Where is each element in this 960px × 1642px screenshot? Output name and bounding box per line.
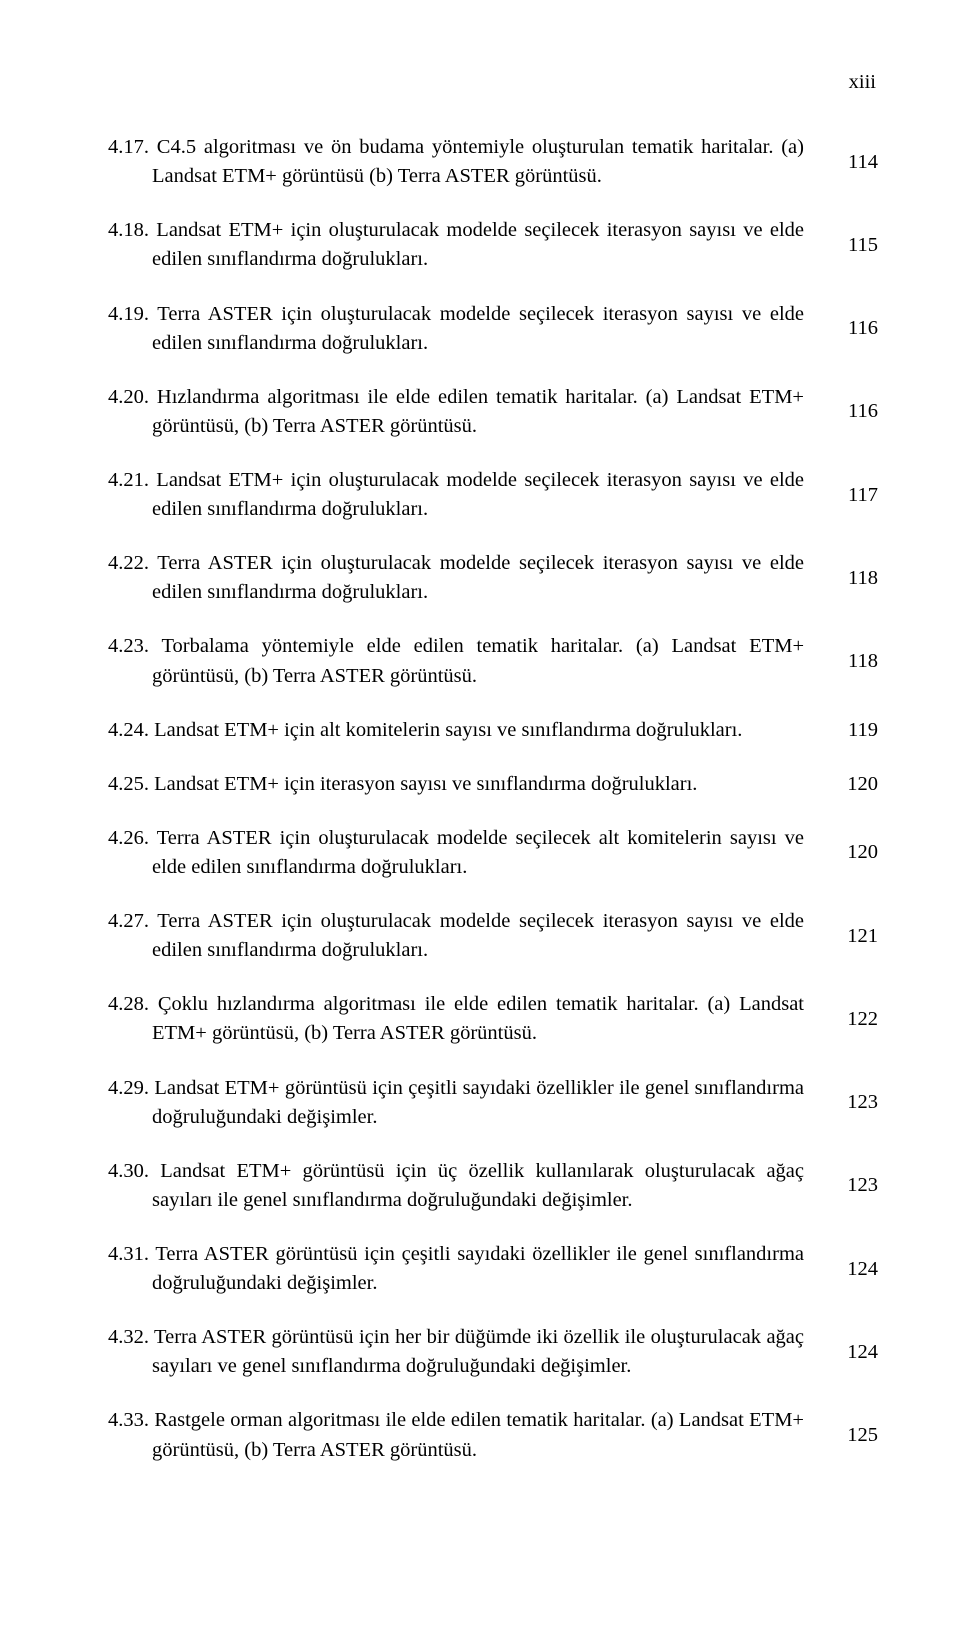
- toc-entry-page: 122: [830, 1005, 878, 1034]
- toc-entry-label: 4.19. Terra ASTER için oluşturulacak mod…: [108, 300, 804, 358]
- toc-entry-text: 4.19. Terra ASTER için oluşturulacak mod…: [108, 300, 830, 358]
- toc-entry: 4.26. Terra ASTER için oluşturulacak mod…: [108, 824, 878, 882]
- toc-entry-label: 4.27. Terra ASTER için oluşturulacak mod…: [108, 907, 804, 965]
- toc-entry: 4.19. Terra ASTER için oluşturulacak mod…: [108, 300, 878, 358]
- toc-entry-page: 120: [830, 770, 878, 799]
- toc-entry-label: 4.30. Landsat ETM+ görüntüsü için üç öze…: [108, 1157, 804, 1215]
- toc-entry: 4.31. Terra ASTER görüntüsü için çeşitli…: [108, 1240, 878, 1298]
- toc-entry: 4.17. C4.5 algoritması ve ön budama yönt…: [108, 133, 878, 191]
- toc-entry-text: 4.28. Çoklu hızlandırma algoritması ile …: [108, 990, 830, 1048]
- toc-entry-label: 4.25. Landsat ETM+ için iterasyon sayısı…: [108, 770, 804, 799]
- toc-entry: 4.28. Çoklu hızlandırma algoritması ile …: [108, 990, 878, 1048]
- toc-entry: 4.22. Terra ASTER için oluşturulacak mod…: [108, 549, 878, 607]
- toc-entry-text: 4.31. Terra ASTER görüntüsü için çeşitli…: [108, 1240, 830, 1298]
- toc-entry-page: 125: [830, 1421, 878, 1450]
- toc-entry-page: 116: [830, 397, 878, 426]
- toc-entry-page: 124: [830, 1255, 878, 1284]
- toc-entry-label: 4.28. Çoklu hızlandırma algoritması ile …: [108, 990, 804, 1048]
- toc-entry-text: 4.32. Terra ASTER görüntüsü için her bir…: [108, 1323, 830, 1381]
- toc-entry-page: 115: [830, 231, 878, 260]
- toc-entry-page: 120: [830, 838, 878, 867]
- toc-entry-text: 4.17. C4.5 algoritması ve ön budama yönt…: [108, 133, 830, 191]
- toc-entry-label: 4.22. Terra ASTER için oluşturulacak mod…: [108, 549, 804, 607]
- toc-entry: 4.32. Terra ASTER görüntüsü için her bir…: [108, 1323, 878, 1381]
- toc-entry-label: 4.32. Terra ASTER görüntüsü için her bir…: [108, 1323, 804, 1381]
- table-of-contents: 4.17. C4.5 algoritması ve ön budama yönt…: [108, 133, 878, 1465]
- toc-entry-text: 4.25. Landsat ETM+ için iterasyon sayısı…: [108, 770, 830, 799]
- toc-entry-label: 4.26. Terra ASTER için oluşturulacak mod…: [108, 824, 804, 882]
- toc-entry: 4.27. Terra ASTER için oluşturulacak mod…: [108, 907, 878, 965]
- toc-entry-page: 116: [830, 314, 878, 343]
- toc-entry-text: 4.30. Landsat ETM+ görüntüsü için üç öze…: [108, 1157, 830, 1215]
- toc-entry-page: 119: [830, 716, 878, 745]
- toc-entry: 4.18. Landsat ETM+ için oluşturulacak mo…: [108, 216, 878, 274]
- page-roman-numeral: xiii: [108, 68, 878, 97]
- toc-entry-label: 4.31. Terra ASTER görüntüsü için çeşitli…: [108, 1240, 804, 1298]
- toc-entry-label: 4.33. Rastgele orman algoritması ile eld…: [108, 1406, 804, 1464]
- toc-entry: 4.30. Landsat ETM+ görüntüsü için üç öze…: [108, 1157, 878, 1215]
- toc-entry: 4.33. Rastgele orman algoritması ile eld…: [108, 1406, 878, 1464]
- toc-entry-page: 118: [830, 647, 878, 676]
- toc-entry-text: 4.24. Landsat ETM+ için alt komitelerin …: [108, 716, 830, 745]
- toc-entry-text: 4.21. Landsat ETM+ için oluşturulacak mo…: [108, 466, 830, 524]
- toc-entry-label: 4.23. Torbalama yöntemiyle elde edilen t…: [108, 632, 804, 690]
- toc-entry-page: 118: [830, 564, 878, 593]
- toc-entry-page: 114: [830, 148, 878, 177]
- toc-entry: 4.20. Hızlandırma algoritması ile elde e…: [108, 383, 878, 441]
- toc-entry-page: 123: [830, 1171, 878, 1200]
- toc-entry-text: 4.23. Torbalama yöntemiyle elde edilen t…: [108, 632, 830, 690]
- toc-entry: 4.21. Landsat ETM+ için oluşturulacak mo…: [108, 466, 878, 524]
- toc-entry-page: 121: [830, 922, 878, 951]
- toc-entry-label: 4.29. Landsat ETM+ görüntüsü için çeşitl…: [108, 1074, 804, 1132]
- toc-entry-text: 4.22. Terra ASTER için oluşturulacak mod…: [108, 549, 830, 607]
- toc-entry-text: 4.33. Rastgele orman algoritması ile eld…: [108, 1406, 830, 1464]
- toc-entry-text: 4.27. Terra ASTER için oluşturulacak mod…: [108, 907, 830, 965]
- toc-entry-page: 124: [830, 1338, 878, 1367]
- toc-entry: 4.24. Landsat ETM+ için alt komitelerin …: [108, 716, 878, 745]
- toc-entry-label: 4.20. Hızlandırma algoritması ile elde e…: [108, 383, 804, 441]
- toc-entry: 4.23. Torbalama yöntemiyle elde edilen t…: [108, 632, 878, 690]
- toc-entry-label: 4.18. Landsat ETM+ için oluşturulacak mo…: [108, 216, 804, 274]
- toc-entry-text: 4.26. Terra ASTER için oluşturulacak mod…: [108, 824, 830, 882]
- toc-entry-page: 123: [830, 1088, 878, 1117]
- toc-entry-text: 4.18. Landsat ETM+ için oluşturulacak mo…: [108, 216, 830, 274]
- toc-entry-text: 4.20. Hızlandırma algoritması ile elde e…: [108, 383, 830, 441]
- toc-entry-label: 4.21. Landsat ETM+ için oluşturulacak mo…: [108, 466, 804, 524]
- toc-entry-label: 4.24. Landsat ETM+ için alt komitelerin …: [108, 716, 804, 745]
- toc-entry-text: 4.29. Landsat ETM+ görüntüsü için çeşitl…: [108, 1074, 830, 1132]
- toc-entry: 4.29. Landsat ETM+ görüntüsü için çeşitl…: [108, 1074, 878, 1132]
- toc-entry-page: 117: [830, 481, 878, 510]
- toc-entry-label: 4.17. C4.5 algoritması ve ön budama yönt…: [108, 133, 804, 191]
- toc-entry: 4.25. Landsat ETM+ için iterasyon sayısı…: [108, 770, 878, 799]
